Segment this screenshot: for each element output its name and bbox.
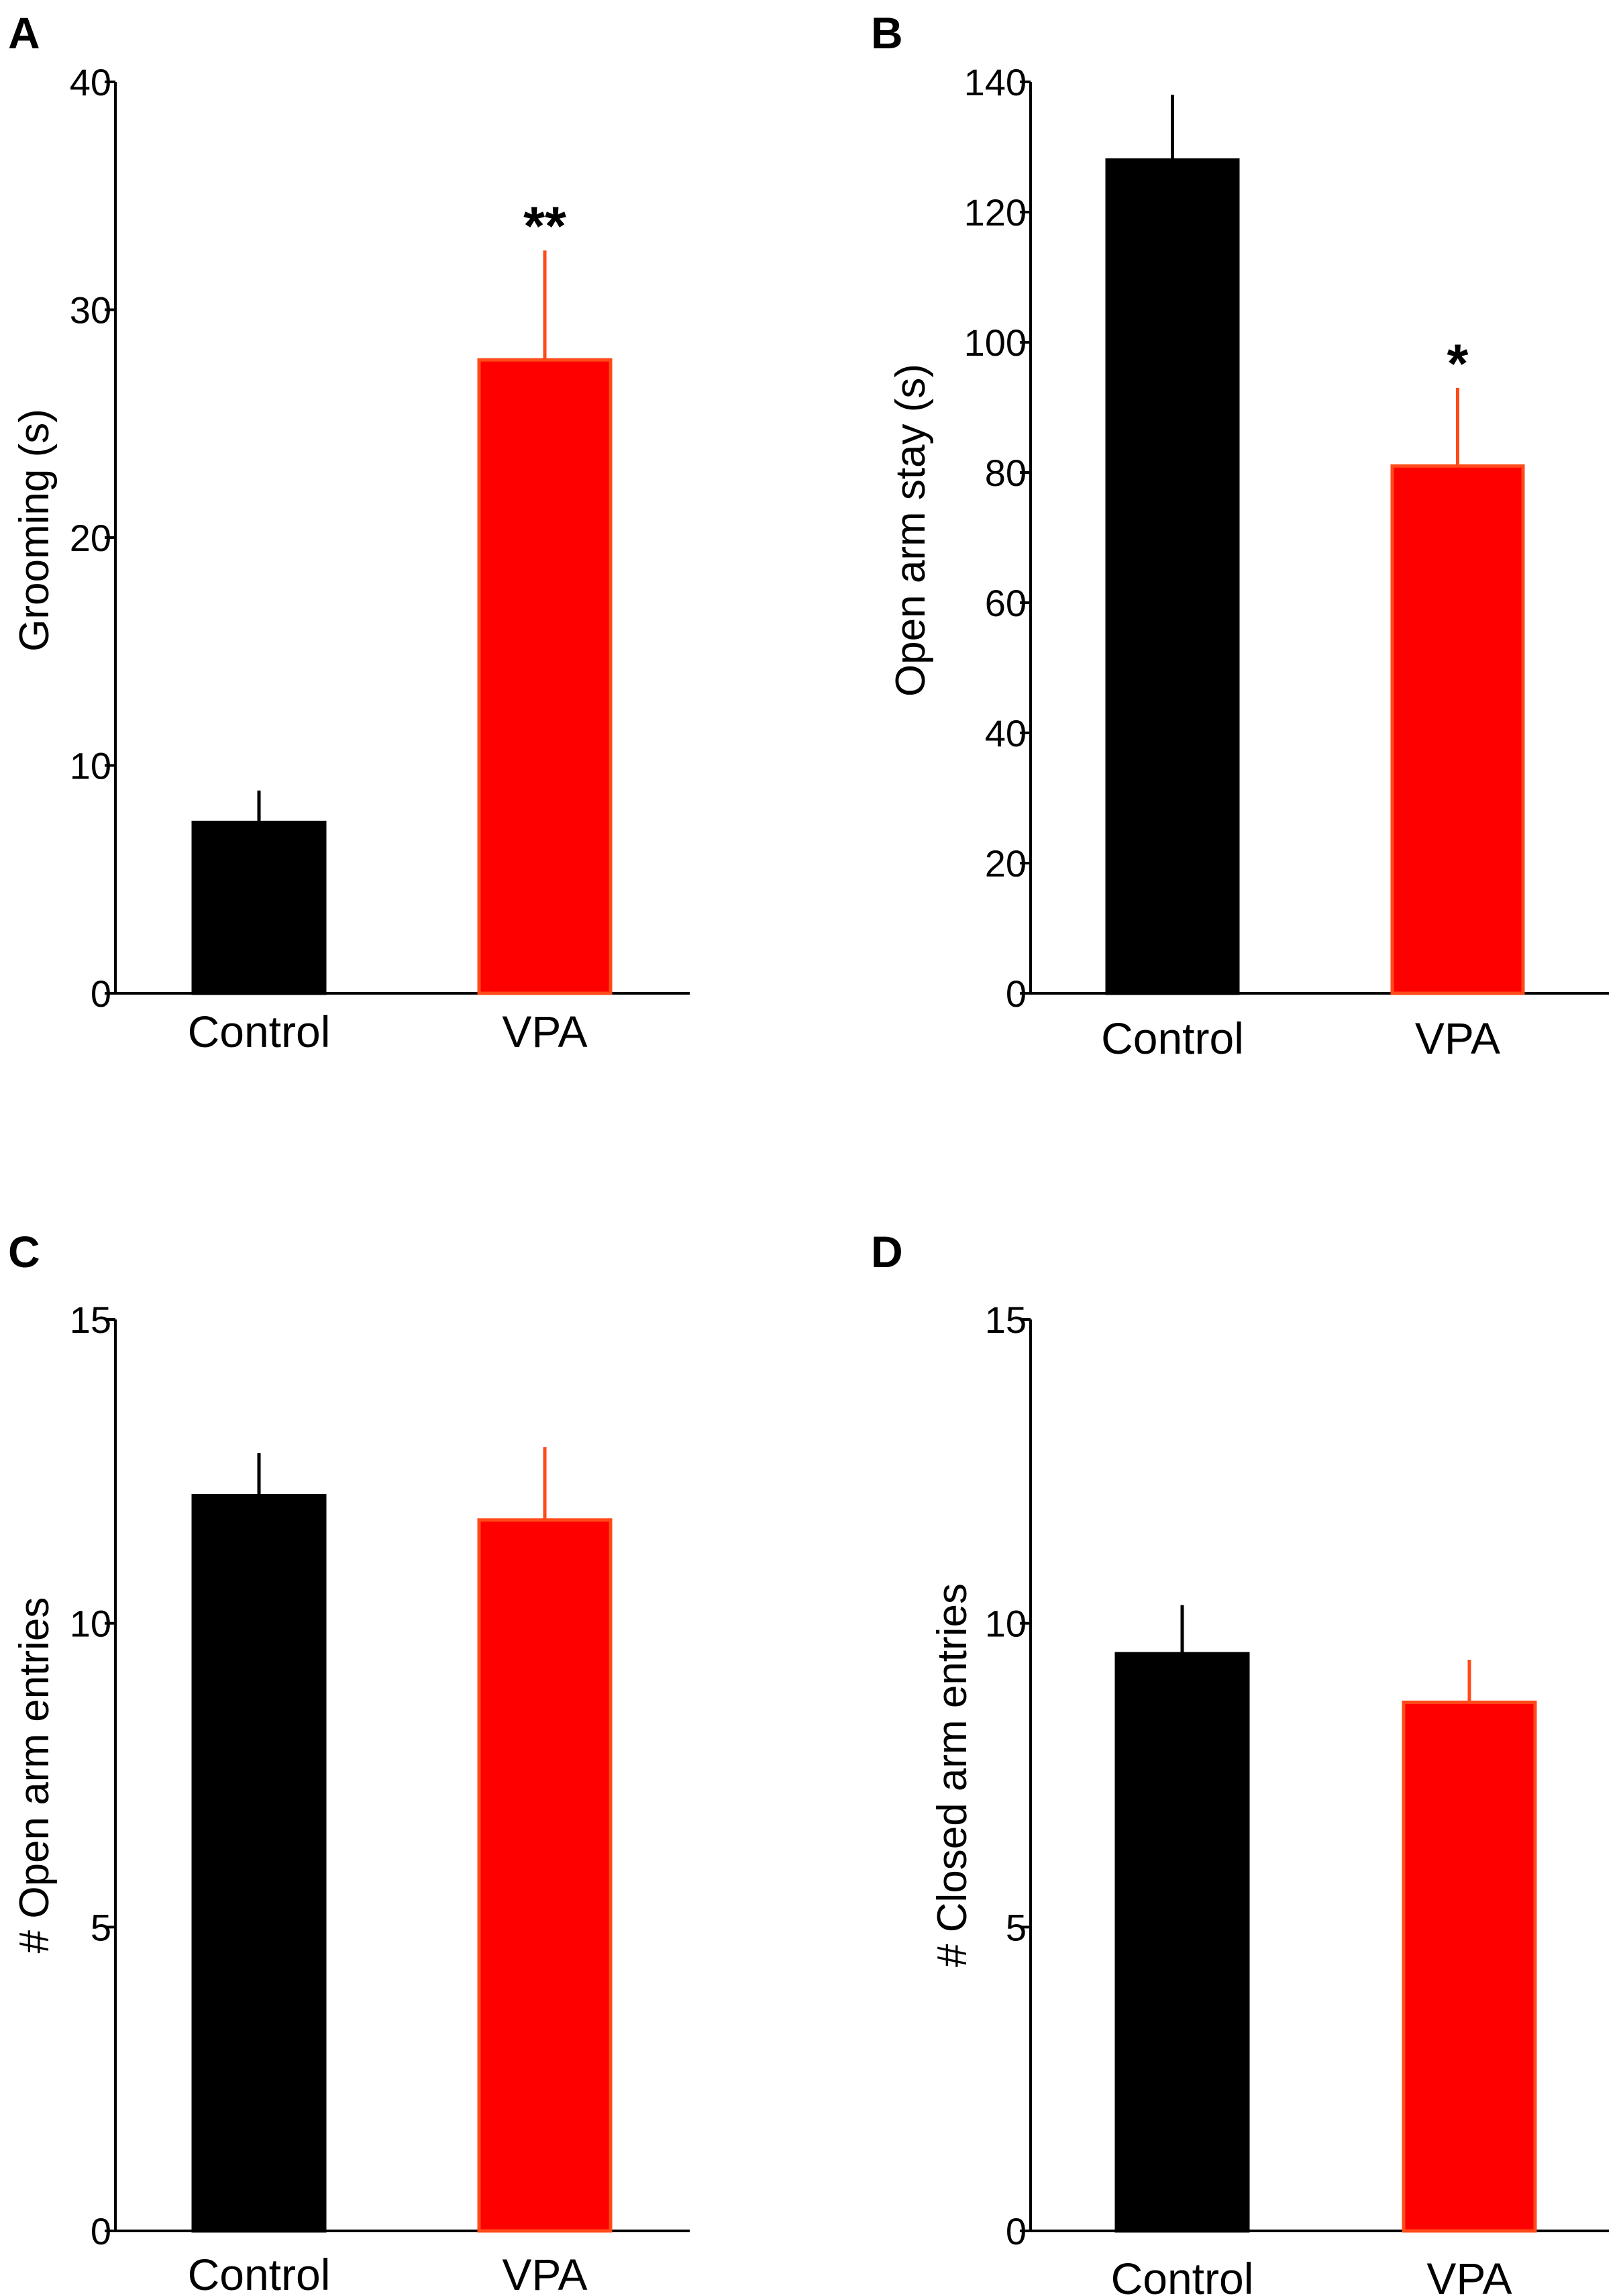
bar-control [1114,1652,1250,2233]
y-tick-label: 0 [91,2210,111,2252]
panel-letter: B [871,8,903,58]
y-tick-label: 40 [985,712,1027,754]
y-tick-label: 30 [70,289,111,332]
y-tick-label: 20 [985,842,1027,885]
y-tick-label: 10 [70,1603,111,1645]
panel-a: A 0 10 20 30 40 Grooming (s) Control VPA ** [8,8,690,1056]
y-tick-label: 15 [70,1299,111,1341]
y-axis-title: # Closed arm entries [929,1583,976,1967]
bar-vpa [1390,464,1525,995]
y-tick-label: 5 [91,1906,111,1948]
bar-control [1105,158,1240,995]
category-label: Control [188,2250,331,2296]
y-tick-label: 60 [985,582,1027,624]
y-axis-title: Open arm stay (s) [888,364,934,697]
y-tick-label: 20 [70,517,111,559]
y-tick-label: 40 [70,61,111,103]
y-tick-label: 100 [964,321,1027,364]
y-tick-label: 0 [91,972,111,1015]
bar-vpa [477,358,613,995]
panel-letter: C [8,1227,40,1277]
y-tick-label: 120 [964,191,1027,234]
y-axis-title: Grooming (s) [11,409,58,652]
category-label: Control [1111,2254,1254,2296]
panel-letter: D [871,1227,903,1277]
y-tick-label: 15 [985,1299,1027,1341]
y-axis-title: # Open arm entries [11,1597,58,1954]
category-label: Control [1101,1013,1244,1063]
bar-control [191,1494,327,2233]
panel-d: D 0 5 10 15 # Closed arm entries Control VPA [871,1227,1609,2296]
bar-control [191,820,327,995]
category-label: VPA [1415,1013,1500,1063]
y-tick-label: 10 [985,1603,1027,1645]
significance-marker: * [1447,334,1469,395]
y-tick-label: 140 [964,61,1027,103]
category-label: VPA [1426,2254,1512,2296]
bar-vpa [1402,1700,1537,2233]
panel-c: C 0 5 10 15 # Open arm entries Control VPA [8,1227,690,2296]
bar-vpa [477,1518,613,2233]
panel-b: B 0 20 40 60 80 100 120 140 Open arm stay (s) Cont… [871,8,1609,1063]
y-tick-label: 5 [1006,1906,1027,1948]
panel-letter: A [8,8,40,58]
significance-marker: ** [523,196,566,257]
y-tick-label: 80 [985,452,1027,494]
y-tick-label: 0 [1006,2210,1027,2252]
y-tick-label: 0 [1006,972,1027,1015]
category-label: VPA [502,2250,587,2296]
y-tick-label: 10 [70,745,111,787]
category-label: Control [188,1007,331,1056]
category-label: VPA [502,1007,587,1056]
